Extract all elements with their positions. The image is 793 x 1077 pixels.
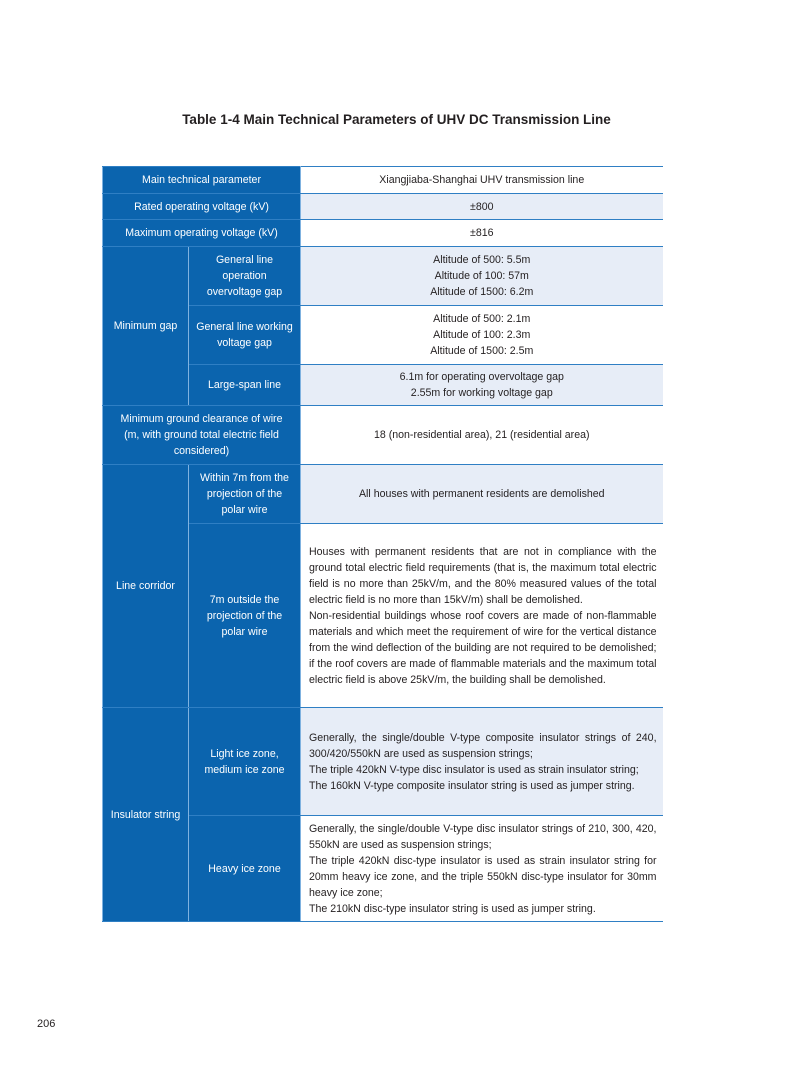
sub-label: 7m outside the projection of the polar w…	[187, 523, 302, 708]
value-line: The triple 420kN disc-type insulator is …	[309, 854, 657, 899]
value-line: The 160kN V-type composite insulator str…	[309, 779, 635, 792]
value-line: Altitude of 1500: 6.2m	[430, 286, 534, 298]
ground-clearance-label: Minimum ground clearance of wire (m, wit…	[101, 405, 302, 465]
line-corridor-label: Line corridor	[102, 464, 189, 708]
value-line: Houses with permanent residents that are…	[309, 545, 657, 606]
value-line: Generally, the single/double V-type comp…	[309, 731, 657, 760]
table-row: Line corridor Within 7m from the project…	[102, 464, 663, 708]
table-row: Maximum operating voltage (kV) ±816	[101, 219, 663, 247]
table-row: Main technical parameter Xiangjiaba-Shan…	[101, 166, 663, 194]
value-line: Altitude of 1500: 2.5m	[430, 345, 534, 357]
insulator-string-label: Insulator string	[102, 707, 189, 922]
value-line: Altitude of 500: 2.1m	[433, 313, 531, 325]
value-cell: Altitude of 500: 2.1m Altitude of 100: 2…	[300, 305, 663, 365]
table-row: Insulator string Light ice zone, medium …	[102, 707, 663, 922]
parameters-table: Main technical parameter Xiangjiaba-Shan…	[101, 166, 663, 922]
table-row: Heavy ice zone Generally, the single/dou…	[103, 815, 663, 922]
value-line: Altitude of 500: 5.5m	[433, 254, 531, 266]
value-line: 2.55m for working voltage gap	[410, 387, 553, 399]
value-line: Non-residential buildings whose roof cov…	[309, 609, 657, 686]
value-cell: All houses with permanent residents are …	[300, 464, 663, 524]
minimum-gap-label: Minimum gap	[102, 246, 189, 406]
value-line: The 210kN disc-type insulator string is …	[309, 902, 596, 915]
value-line: Generally, the single/double V-type disc…	[309, 822, 657, 851]
table-row: 7m outside the projection of the polar w…	[103, 523, 663, 708]
table-row: Large-span line 6.1m for operating overv…	[103, 364, 663, 406]
page-number: 206	[37, 1018, 56, 1030]
value-cell: 6.1m for operating overvoltage gap 2.55m…	[300, 364, 663, 406]
rated-voltage-value: ±800	[300, 193, 663, 220]
sub-label: Heavy ice zone	[187, 815, 302, 922]
header-label: Main technical parameter	[101, 166, 302, 194]
max-voltage-label: Maximum operating voltage (kV)	[101, 219, 302, 247]
value-cell: Altitude of 500: 5.5m Altitude of 100: 5…	[300, 246, 663, 306]
table-row: General line working voltage gap Altitud…	[103, 305, 663, 365]
value-cell: Generally, the single/double V-type comp…	[300, 707, 663, 816]
max-voltage-value: ±816	[300, 219, 663, 247]
rated-voltage-label: Rated operating voltage (kV)	[101, 193, 302, 220]
table-row: Rated operating voltage (kV) ±800	[101, 193, 663, 220]
header-value: Xiangjiaba-Shanghai UHV transmission lin…	[300, 166, 663, 194]
sub-label: Large-span line	[187, 364, 302, 406]
value-line: 6.1m for operating overvoltage gap	[399, 371, 564, 383]
value-line: Altitude of 100: 57m	[434, 270, 529, 282]
value-line: The triple 420kN V-type disc insulator i…	[309, 763, 639, 776]
ground-clearance-value: 18 (non-residential area), 21 (residenti…	[300, 405, 663, 465]
table-row: Minimum gap General line operation overv…	[102, 246, 663, 406]
sub-label: General line operation overvoltage gap	[187, 246, 302, 306]
sub-label: Light ice zone, medium ice zone	[187, 707, 302, 816]
value-cell: Generally, the single/double V-type disc…	[300, 815, 663, 922]
table-row: Minimum ground clearance of wire (m, wit…	[101, 405, 663, 465]
table-title: Table 1-4 Main Technical Parameters of U…	[182, 112, 611, 127]
sub-label: Within 7m from the projection of the pol…	[187, 464, 302, 524]
value-cell: Houses with permanent residents that are…	[300, 523, 663, 708]
value-line: Altitude of 100: 2.3m	[433, 329, 531, 341]
sub-label: General line working voltage gap	[187, 305, 302, 365]
